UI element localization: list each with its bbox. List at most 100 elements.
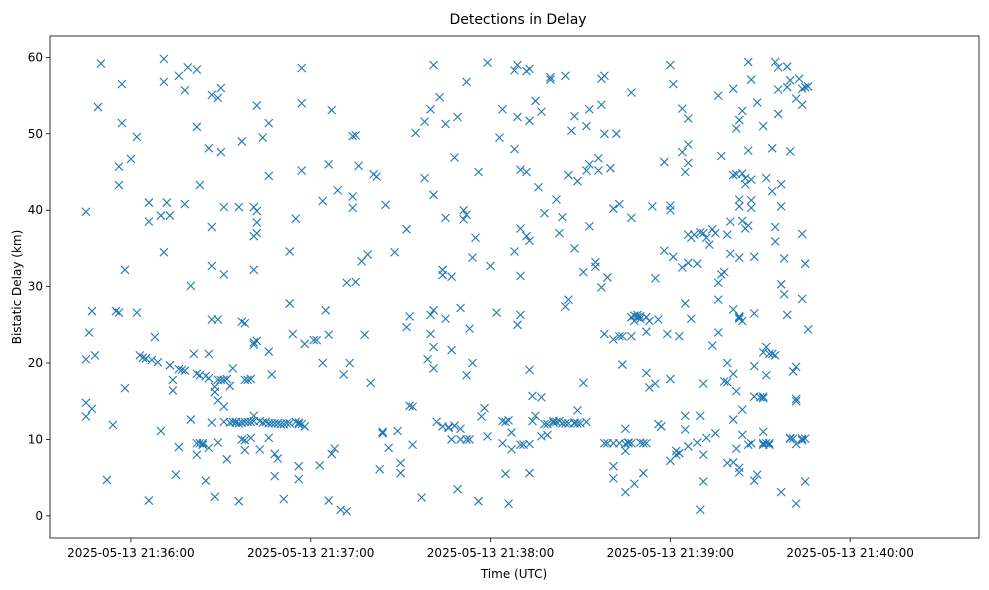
data-point-marker bbox=[435, 92, 444, 102]
data-point-marker bbox=[165, 211, 175, 220]
data-point-marker bbox=[546, 72, 555, 82]
data-point-marker bbox=[408, 402, 417, 411]
data-point-marker bbox=[444, 422, 453, 432]
data-point-marker bbox=[294, 419, 304, 429]
data-point-marker bbox=[797, 434, 807, 444]
data-point-marker bbox=[141, 354, 151, 363]
data-point-marker bbox=[480, 403, 489, 413]
data-point-marker bbox=[561, 418, 570, 428]
data-point-marker bbox=[429, 363, 438, 373]
data-point-marker bbox=[546, 75, 555, 84]
data-point-marker bbox=[360, 330, 370, 340]
data-point-marker bbox=[207, 261, 217, 271]
data-point-marker bbox=[680, 411, 690, 421]
data-point-marker bbox=[698, 477, 708, 486]
data-point-marker bbox=[114, 180, 124, 190]
data-point-marker bbox=[734, 467, 744, 477]
data-point-marker bbox=[776, 487, 786, 497]
data-point-marker bbox=[165, 360, 175, 370]
data-point-marker bbox=[168, 375, 178, 385]
data-point-marker bbox=[510, 65, 519, 75]
data-point-marker bbox=[93, 102, 103, 112]
data-point-marker bbox=[701, 233, 711, 243]
data-point-marker bbox=[770, 350, 780, 360]
data-point-marker bbox=[240, 318, 250, 328]
data-point-marker bbox=[620, 487, 630, 497]
data-point-marker bbox=[797, 294, 807, 304]
data-point-marker bbox=[357, 257, 367, 266]
data-point-marker bbox=[776, 202, 786, 211]
data-point-marker bbox=[695, 505, 705, 515]
data-point-marker bbox=[692, 438, 702, 447]
y-tick-label: 30 bbox=[28, 280, 43, 294]
x-tick-label: 2025-05-13 21:36:00 bbox=[67, 546, 194, 560]
data-point-marker bbox=[426, 310, 435, 320]
data-point-marker bbox=[246, 433, 256, 443]
data-point-marker bbox=[144, 496, 154, 505]
data-point-marker bbox=[722, 358, 732, 368]
data-point-marker bbox=[665, 205, 675, 215]
data-point-marker bbox=[791, 362, 801, 372]
data-point-marker bbox=[612, 129, 621, 139]
data-point-marker bbox=[749, 361, 759, 371]
data-point-marker bbox=[198, 438, 208, 448]
data-point-marker bbox=[629, 316, 639, 326]
data-point-marker bbox=[749, 476, 759, 486]
data-point-marker bbox=[707, 341, 717, 350]
data-point-marker bbox=[791, 394, 801, 404]
data-point-marker bbox=[623, 438, 633, 447]
data-point-marker bbox=[423, 354, 432, 364]
data-point-marker bbox=[474, 167, 483, 177]
data-point-marker bbox=[402, 224, 412, 234]
data-point-marker bbox=[429, 60, 438, 70]
data-point-marker bbox=[294, 474, 304, 484]
data-point-marker bbox=[402, 322, 412, 332]
data-point-marker bbox=[552, 195, 561, 204]
data-point-marker bbox=[483, 431, 492, 441]
data-point-marker bbox=[668, 79, 678, 89]
data-point-marker bbox=[210, 492, 220, 502]
data-point-marker bbox=[722, 377, 732, 387]
data-point-marker bbox=[561, 302, 570, 311]
data-point-marker bbox=[408, 440, 417, 450]
data-point-marker bbox=[791, 396, 801, 406]
data-point-marker bbox=[525, 116, 534, 126]
data-point-marker bbox=[764, 438, 774, 448]
data-point-marker bbox=[570, 244, 579, 253]
data-point-marker bbox=[507, 444, 516, 454]
data-point-marker bbox=[318, 196, 328, 206]
data-point-marker bbox=[800, 259, 810, 269]
data-point-marker bbox=[222, 374, 232, 384]
data-point-marker bbox=[348, 192, 358, 201]
data-point-marker bbox=[441, 314, 450, 324]
data-point-marker bbox=[641, 312, 651, 322]
data-point-marker bbox=[785, 146, 795, 156]
data-point-marker bbox=[800, 434, 810, 444]
data-point-marker bbox=[258, 133, 268, 143]
y-tick-label: 40 bbox=[28, 203, 43, 217]
data-point-marker bbox=[797, 100, 807, 110]
y-tick-label: 0 bbox=[35, 509, 43, 523]
data-point-marker bbox=[492, 308, 501, 317]
data-point-marker bbox=[617, 360, 627, 369]
data-point-marker bbox=[803, 82, 813, 91]
data-point-marker bbox=[174, 71, 184, 81]
data-point-marker bbox=[794, 74, 804, 84]
data-point-marker bbox=[609, 204, 618, 214]
data-point-marker bbox=[174, 364, 184, 374]
data-point-marker bbox=[234, 496, 244, 506]
data-point-marker bbox=[746, 195, 756, 205]
data-point-marker bbox=[665, 60, 675, 70]
data-point-marker bbox=[507, 428, 516, 437]
data-point-marker bbox=[734, 253, 744, 262]
data-point-marker bbox=[737, 106, 747, 116]
data-point-marker bbox=[228, 363, 238, 373]
data-point-marker bbox=[761, 173, 771, 183]
data-point-marker bbox=[171, 470, 181, 479]
x-tick-label: 2025-05-13 21:37:00 bbox=[247, 546, 374, 560]
data-point-marker bbox=[300, 339, 310, 349]
data-point-marker bbox=[174, 442, 184, 452]
data-point-marker bbox=[767, 186, 777, 196]
data-point-marker bbox=[264, 347, 274, 356]
